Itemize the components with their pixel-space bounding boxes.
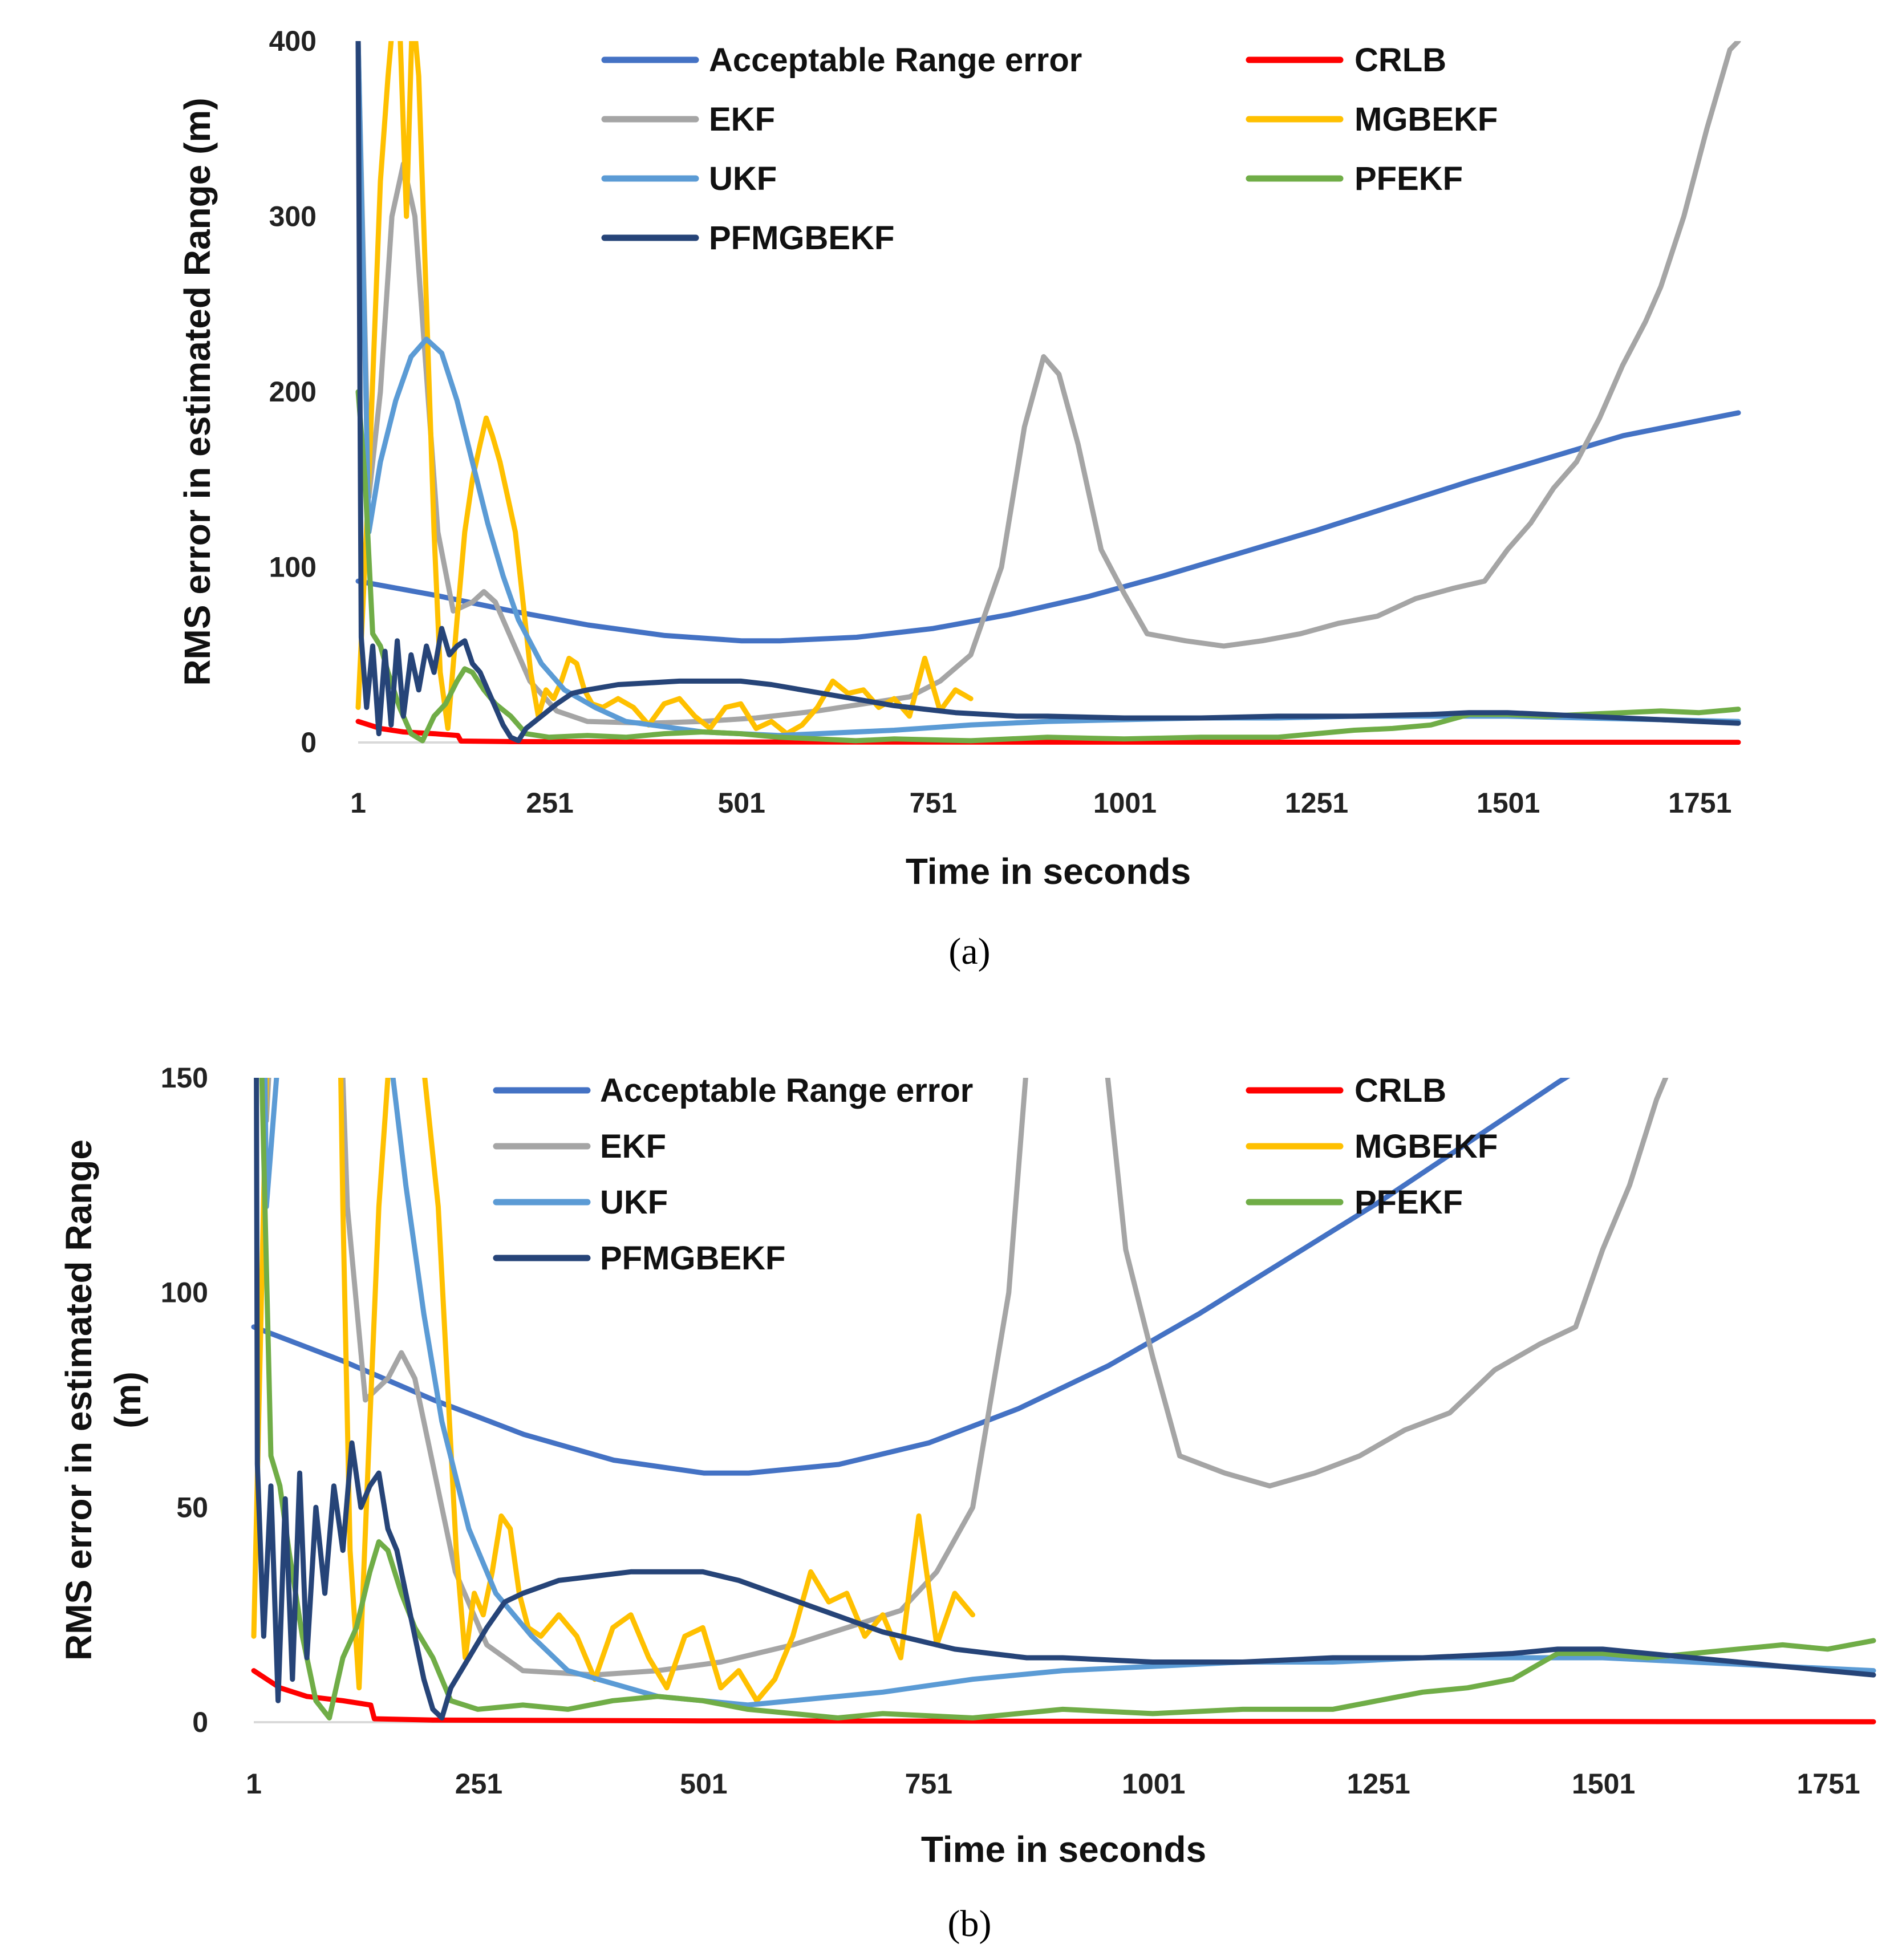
series-line-ekf — [263, 1078, 1669, 1678]
y-tick-label: 50 — [176, 1491, 208, 1523]
series-line-mgbekf — [251, 1078, 976, 1703]
y-tick-label: 100 — [161, 1277, 208, 1309]
y-tick-label: 0 — [192, 1706, 208, 1738]
x-tick-label: 1751 — [1668, 787, 1731, 819]
x-tick-label: 1001 — [1093, 787, 1157, 819]
legend-entry: Acceptable Range error — [709, 42, 1082, 79]
series-line-acceptable-range-error — [355, 410, 1741, 644]
x-tick-label: 1 — [350, 787, 366, 819]
legend-entry: PFMGBEKF — [709, 220, 894, 257]
x-tick-label: 1751 — [1796, 1768, 1860, 1800]
legend-entry: MGBEKF — [1354, 1128, 1498, 1165]
y-tick-label: 0 — [301, 727, 317, 758]
legend-entry: CRLB — [1354, 42, 1446, 79]
figure-caption: (a) — [948, 931, 990, 972]
y-tick-label: 100 — [269, 551, 317, 583]
series-line-acceptable-range-error — [251, 1078, 1571, 1476]
x-tick-label: 1001 — [1122, 1768, 1185, 1800]
y-axis-label: RMS error in estimated Range (m) — [177, 98, 218, 685]
y-tick-label: 400 — [269, 25, 317, 57]
series-line-ukf — [355, 41, 1741, 738]
legend-entry: PFEKF — [1354, 160, 1463, 197]
legend-entry: UKF — [709, 160, 777, 197]
series-line-crlb — [251, 1668, 1876, 1724]
series-line-pfmgbekf — [355, 41, 1741, 744]
y-tick-label: 200 — [269, 376, 317, 408]
legend-entry: PFEKF — [1354, 1184, 1463, 1221]
legend-entry: CRLB — [1354, 1072, 1446, 1109]
legend-entry: EKF — [600, 1128, 666, 1165]
series-line-ekf — [355, 41, 1741, 726]
legend-entry: UKF — [600, 1184, 668, 1221]
series-line-pfekf — [355, 389, 1741, 744]
figure-caption: (b) — [948, 1903, 992, 1945]
series-group — [251, 1078, 1876, 1724]
x-tick-label: 1251 — [1347, 1768, 1410, 1800]
x-tick-label: 751 — [910, 787, 957, 819]
legend-entry: PFMGBEKF — [600, 1240, 785, 1277]
x-tick-label: 501 — [718, 787, 765, 819]
y-tick-label: 150 — [161, 1062, 208, 1094]
x-tick-label: 751 — [905, 1768, 952, 1800]
x-tick-label: 1 — [246, 1768, 262, 1800]
y-tick-label: 300 — [269, 201, 317, 233]
x-axis-label: Time in seconds — [921, 1829, 1206, 1870]
x-tick-label: 251 — [526, 787, 573, 819]
legend: Acceptable Range error CRLB EKF MGBEKF UKF PF… — [601, 42, 1498, 257]
x-tick-label: 1501 — [1572, 1768, 1635, 1800]
series-group — [355, 41, 1741, 745]
x-tick-label: 1251 — [1285, 787, 1348, 819]
legend: Acceptable Range error CRLB EKF MGBEKF UKF PF… — [493, 1072, 1498, 1277]
x-tick-label: 1501 — [1477, 787, 1540, 819]
series-line-pfekf — [259, 1078, 1876, 1720]
x-tick-label: 251 — [455, 1768, 502, 1800]
x-tick-label: 501 — [680, 1768, 727, 1800]
series-line-mgbekf — [355, 41, 974, 737]
legend-entry: EKF — [709, 101, 775, 138]
y-axis-label: RMS error in estimated Range (m) — [58, 1139, 148, 1661]
legend-entry: Acceptable Range error — [600, 1072, 973, 1109]
x-axis-label: Time in seconds — [906, 851, 1191, 892]
series-line-pfmgbekf — [254, 1078, 1876, 1720]
legend-entry: MGBEKF — [1354, 101, 1498, 138]
